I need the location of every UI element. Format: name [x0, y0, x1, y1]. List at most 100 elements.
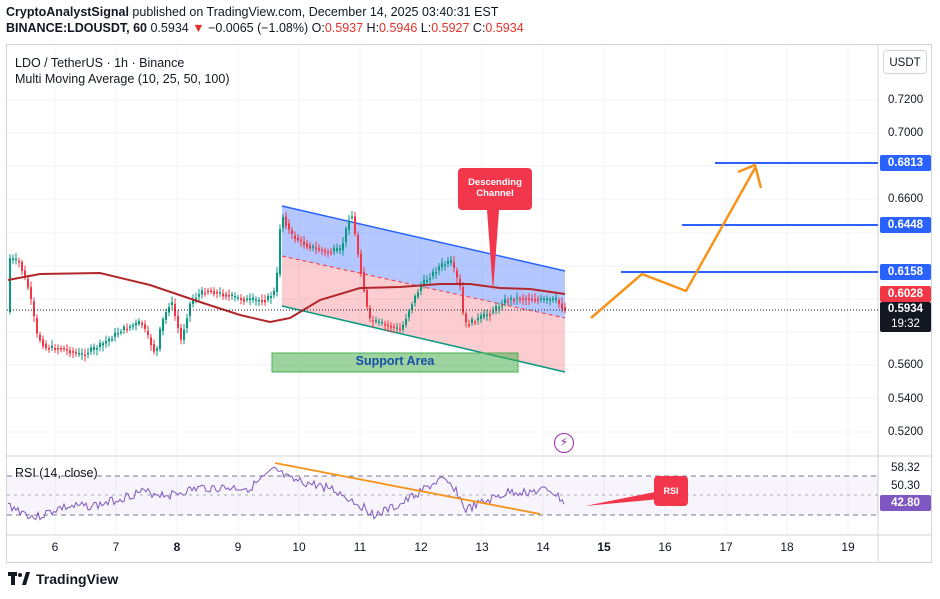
projection-path[interactable] [590, 167, 757, 319]
indicator-title[interactable]: Multi Moving Average (10, 25, 50, 100) [15, 72, 230, 86]
candle-body [315, 247, 317, 249]
time-tick: 16 [658, 540, 672, 554]
candle-body [129, 326, 131, 328]
candle-body [456, 270, 458, 278]
rsi-divergence-line[interactable] [274, 462, 541, 515]
candle-body [30, 287, 32, 300]
candle-body [264, 300, 266, 303]
publish-info: published on TradingView.com, December 1… [132, 5, 499, 19]
candle-body [342, 242, 344, 251]
candle-body [561, 303, 563, 309]
candle-body [480, 315, 482, 319]
candle-body [381, 321, 383, 324]
candle-body [534, 299, 536, 301]
candle-body [84, 354, 86, 356]
candle-body [273, 290, 275, 295]
candle-body [489, 314, 491, 316]
flash-icon[interactable]: ⚡ [554, 433, 574, 453]
candle-body [102, 343, 104, 346]
candle-body [126, 328, 128, 331]
candle-body [354, 216, 356, 235]
symbol-title[interactable]: LDO / TetherUS · 1h · Binance [15, 56, 185, 70]
candle-body [387, 324, 389, 327]
candle-body [459, 278, 461, 286]
time-tick: 13 [475, 540, 489, 554]
time-tick: 6 [51, 540, 59, 554]
candle-body [372, 320, 374, 322]
target-2-badge: 0.6448 [880, 217, 931, 233]
candle-body [507, 300, 509, 303]
candle-body [369, 308, 371, 319]
candle-body [171, 302, 173, 305]
footer-brand[interactable]: TradingView [8, 571, 118, 587]
candle-body [414, 295, 416, 303]
candle-body [303, 241, 305, 245]
candle-body [192, 298, 194, 304]
publish-line: CryptoAnalystSignal published on Trading… [6, 4, 524, 20]
candle-body [210, 290, 212, 292]
candle-body [408, 311, 410, 318]
candle-body [492, 311, 494, 313]
time-tick: 11 [353, 540, 367, 554]
price-tick: 0.7200 [888, 94, 924, 106]
candle-body [252, 297, 254, 300]
candle-body [108, 338, 110, 342]
candle-body [261, 300, 263, 302]
candle-body [120, 331, 122, 334]
candle-body [117, 333, 119, 335]
candle-body [144, 324, 146, 329]
candle-body [180, 328, 182, 340]
candle-body [69, 350, 71, 354]
candle-body [297, 237, 299, 241]
candle-body [363, 272, 365, 291]
candle-body [93, 347, 95, 350]
candle-body [477, 317, 479, 321]
time-tick: 8 [173, 540, 181, 554]
channel-upper-line[interactable] [281, 205, 566, 272]
candle-body [279, 229, 281, 275]
down-arrow-icon: ▼ [192, 21, 205, 35]
rsi-title[interactable]: RSI (14, close) [15, 466, 98, 480]
candle-body [162, 319, 164, 331]
current-price-value: 0.5934 [887, 303, 924, 315]
currency-selector[interactable]: USDT [883, 50, 927, 74]
support-area-box[interactable] [271, 352, 519, 373]
candle-body [357, 235, 359, 255]
candle-body [339, 248, 341, 251]
candle-body [486, 314, 488, 316]
candle-body [501, 305, 503, 308]
price-tick: 0.6600 [888, 193, 924, 205]
candle-body [177, 316, 179, 328]
candle-body [222, 293, 224, 297]
candle-body [348, 220, 350, 230]
candle-body [345, 228, 347, 242]
time-tick: 15 [597, 540, 611, 554]
candle-body [474, 321, 476, 324]
channel-mid-line[interactable] [281, 255, 566, 319]
candle-body [402, 324, 404, 330]
chart-header: CryptoAnalystSignal published on Trading… [6, 4, 524, 36]
candle-body [267, 295, 269, 300]
candle-body [306, 243, 308, 248]
candle-body [63, 348, 65, 350]
author-name[interactable]: CryptoAnalystSignal [6, 5, 129, 19]
candle-body [186, 318, 188, 328]
candlestick-series [9, 210, 566, 362]
candle-body [147, 330, 149, 335]
high-label: H: [366, 21, 380, 35]
candle-body [225, 294, 227, 297]
rsi-callout[interactable]: RSI [654, 476, 688, 506]
candle-body [405, 318, 407, 325]
candle-body [450, 259, 452, 263]
candle-body [393, 326, 395, 329]
candle-body [432, 271, 434, 276]
candle-body [291, 230, 293, 234]
candle-body [318, 248, 320, 251]
descending-channel-callout[interactable]: Descending Channel [458, 168, 532, 210]
candle-body [234, 296, 236, 298]
bar-countdown: 19:32 [891, 318, 920, 330]
candle-body [462, 287, 464, 313]
candle-body [270, 296, 272, 298]
candle-body [132, 325, 134, 327]
